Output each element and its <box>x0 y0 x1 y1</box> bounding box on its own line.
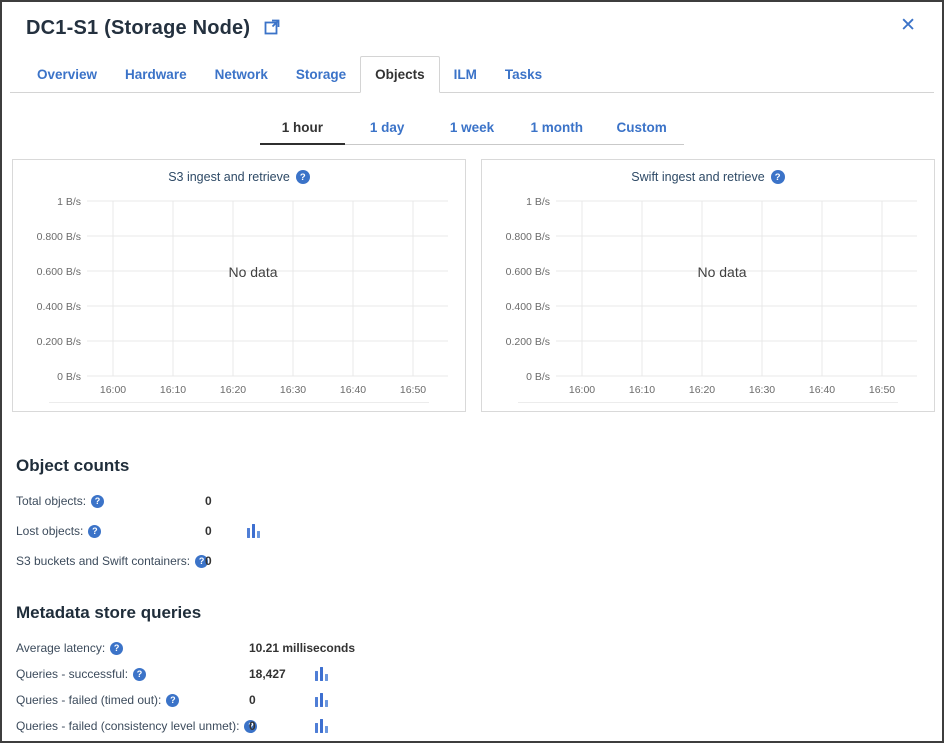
s3-help-icon[interactable]: ? <box>295 170 310 184</box>
section-heading-metadata-queries: Metadata store queries <box>16 603 202 622</box>
help-icon[interactable]: ? <box>88 524 102 538</box>
panel-divider <box>49 402 429 403</box>
stat-value: 10.21 milliseconds <box>249 641 356 655</box>
tab-objects[interactable]: Objects <box>360 56 440 93</box>
help-icon[interactable]: ? <box>166 693 180 707</box>
y-tick-label: 0 B/s <box>57 371 81 383</box>
stat-value: 0 <box>249 719 256 733</box>
charts-row: S3 ingest and retrieve ? 1 B/s 0.800 B/s… <box>12 159 935 412</box>
x-tick-label: 16:20 <box>220 384 246 396</box>
tab-bar: Overview Hardware Network Storage Object… <box>10 56 934 93</box>
s3-chart-panel: S3 ingest and retrieve ? 1 B/s 0.800 B/s… <box>12 159 466 412</box>
help-icon[interactable]: ? <box>91 494 105 508</box>
x-tick-label: 16:10 <box>629 384 655 396</box>
mini-bar-chart-icon[interactable] <box>315 693 328 707</box>
tab-ilm[interactable]: ILM <box>453 67 477 82</box>
stat-label-text: Average latency: <box>16 641 106 655</box>
y-tick-label: 1 B/s <box>57 196 81 208</box>
x-tick-label: 16:50 <box>869 384 895 396</box>
no-data-label: No data <box>228 264 277 280</box>
time-range-1-day[interactable]: 1 day <box>369 120 405 135</box>
swift-chart-title: Swift ingest and retrieve <box>631 170 765 184</box>
help-icon[interactable]: ? <box>244 719 258 733</box>
stat-value: 0 <box>205 524 212 538</box>
stat-value: 0 <box>205 554 212 568</box>
panel-divider <box>518 402 898 403</box>
stat-row-queries-successful: Queries - successful: ? 18,427 <box>16 661 942 687</box>
time-range-custom[interactable]: Custom <box>616 120 667 135</box>
stat-row-average-latency: Average latency: ? 10.21 milliseconds <box>16 635 942 661</box>
stat-value: 0 <box>205 494 212 508</box>
help-icon[interactable]: ? <box>195 554 209 568</box>
time-range-1-week[interactable]: 1 week <box>449 120 495 135</box>
y-tick-label: 0.400 B/s <box>506 301 550 313</box>
y-tick-label: 0.200 B/s <box>37 336 81 348</box>
external-link-icon[interactable] <box>264 19 280 40</box>
y-tick-label: 0.200 B/s <box>506 336 550 348</box>
page-title: DC1-S1 (Storage Node) <box>26 17 251 39</box>
x-tick-label: 16:40 <box>809 384 835 396</box>
y-tick-label: 0.600 B/s <box>506 266 550 278</box>
tab-tasks[interactable]: Tasks <box>504 67 543 82</box>
x-tick-label: 16:40 <box>340 384 366 396</box>
stat-label-text: Lost objects: <box>16 524 84 538</box>
mini-bar-chart-icon[interactable] <box>247 524 260 538</box>
stat-row-lost-objects: Lost objects: ? 0 <box>16 516 942 546</box>
stat-label-text: Queries - successful: <box>16 667 129 681</box>
swift-chart-title-row: Swift ingest and retrieve ? <box>482 160 934 188</box>
object-counts-section: Object counts Total objects: ? 0 Lost ob… <box>16 456 942 576</box>
swift-chart-panel: Swift ingest and retrieve ? 1 B/s 0.800 … <box>481 159 935 412</box>
s3-chart-title: S3 ingest and retrieve <box>168 170 290 184</box>
stat-label-text: Total objects: <box>16 494 87 508</box>
x-tick-label: 16:50 <box>400 384 426 396</box>
time-range-selector: 1 hour 1 day 1 week 1 month Custom <box>260 114 684 145</box>
stat-value: 0 <box>249 693 256 707</box>
metadata-queries-section: Metadata store queries Average latency: … <box>16 603 942 739</box>
tab-hardware[interactable]: Hardware <box>125 67 187 82</box>
mini-bar-chart-icon[interactable] <box>315 719 328 733</box>
x-tick-label: 16:00 <box>569 384 595 396</box>
swift-help-icon[interactable]: ? <box>770 170 785 184</box>
time-range-1-hour[interactable]: 1 hour <box>260 114 345 145</box>
x-tick-label: 16:30 <box>749 384 775 396</box>
tab-overview[interactable]: Overview <box>37 67 98 82</box>
s3-chart-title-row: S3 ingest and retrieve ? <box>13 160 465 188</box>
close-icon[interactable]: ✕ <box>900 15 916 36</box>
help-icon[interactable]: ? <box>110 641 124 655</box>
y-tick-label: 0.800 B/s <box>506 231 550 243</box>
y-tick-label: 0.400 B/s <box>37 301 81 313</box>
stat-row-queries-failed-timed-out: Queries - failed (timed out): ? 0 <box>16 687 942 713</box>
x-tick-label: 16:10 <box>160 384 186 396</box>
dialog-header: DC1-S1 (Storage Node) ✕ <box>2 2 942 54</box>
y-tick-label: 0 B/s <box>526 371 550 383</box>
stat-label-text: Queries - failed (consistency level unme… <box>16 719 240 733</box>
y-tick-label: 0.800 B/s <box>37 231 81 243</box>
stat-row-s3-buckets-swift-containers: S3 buckets and Swift containers: ? 0 <box>16 546 942 576</box>
no-data-label: No data <box>697 264 746 280</box>
mini-bar-chart-icon[interactable] <box>315 667 328 681</box>
x-tick-label: 16:20 <box>689 384 715 396</box>
stat-row-queries-failed-consistency: Queries - failed (consistency level unme… <box>16 713 942 739</box>
help-icon[interactable]: ? <box>133 667 147 681</box>
stat-value: 18,427 <box>249 667 286 681</box>
time-range-1-month[interactable]: 1 month <box>530 120 584 135</box>
s3-chart-grid: 1 B/s 0.800 B/s 0.600 B/s 0.400 B/s 0.20… <box>37 196 448 396</box>
swift-chart-grid: 1 B/s 0.800 B/s 0.600 B/s 0.400 B/s 0.20… <box>506 196 917 396</box>
x-tick-label: 16:30 <box>280 384 306 396</box>
y-tick-label: 1 B/s <box>526 196 550 208</box>
stat-row-total-objects: Total objects: ? 0 <box>16 486 942 516</box>
tab-network[interactable]: Network <box>214 67 268 82</box>
x-tick-label: 16:00 <box>100 384 126 396</box>
tab-storage[interactable]: Storage <box>295 67 347 82</box>
section-heading-object-counts: Object counts <box>16 456 130 475</box>
stat-label-text: S3 buckets and Swift containers: <box>16 554 191 568</box>
stat-label-text: Queries - failed (timed out): <box>16 693 162 707</box>
y-tick-label: 0.600 B/s <box>37 266 81 278</box>
